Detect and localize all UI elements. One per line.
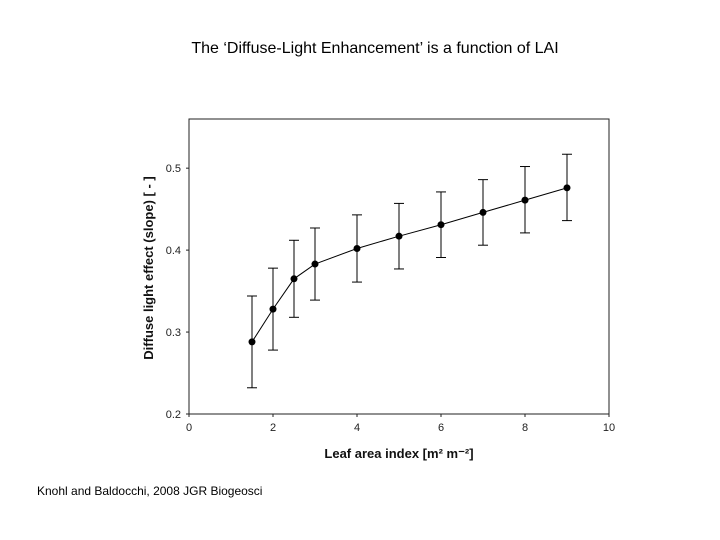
x-tick-label: 6 [438,422,444,434]
data-point [311,260,319,268]
x-tick-label: 4 [354,422,360,434]
data-point [290,275,298,283]
y-tick-label: 0.5 [166,163,181,175]
error-bars [247,153,572,389]
plot-frame [188,118,610,415]
slide-title: The ‘Diffuse-Light Enhancement’ is a fun… [191,40,559,57]
data-point [248,338,256,346]
x-tick-label: 0 [186,422,192,434]
y-tick-label: 0.2 [166,409,181,421]
x-axis-ticks: 0 2 4 6 8 10 [186,414,615,434]
citation: Knohl and Baldocchi, 2008 JGR Biogeosci [37,484,263,498]
x-axis-label: Leaf area index [m² m⁻²] [324,446,473,461]
series-path [251,187,568,343]
x-tick-label: 8 [522,422,528,434]
data-point [395,232,403,240]
data-point [479,208,487,216]
data-point [563,184,571,192]
data-point [269,305,277,313]
data-point [353,244,361,252]
series-line [251,187,568,343]
x-tick-label: 10 [603,422,615,434]
y-axis-label: Diffuse light effect (slope) [ - ] [141,176,156,359]
y-tick-label: 0.3 [166,327,181,339]
y-axis-ticks: 0.2 0.3 0.4 0.5 [166,163,189,421]
data-point [437,221,445,229]
data-points [248,184,571,346]
y-tick-label: 0.4 [166,245,181,257]
x-tick-label: 2 [270,422,276,434]
data-point [521,196,529,204]
plot-border [188,118,610,415]
